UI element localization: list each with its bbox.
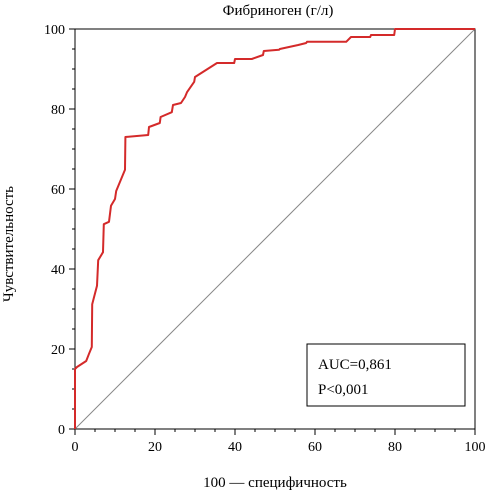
x-tick-label: 0 — [72, 440, 79, 455]
x-tick-label: 40 — [228, 440, 242, 455]
chart-title: Фибриноген (г/л) — [223, 3, 334, 19]
y-tick-label: 0 — [58, 423, 65, 438]
roc-curve-line — [74, 28, 475, 429]
y-tick-label: 100 — [44, 23, 65, 38]
annotation-frame — [306, 343, 466, 407]
reference-diagonal-line — [74, 28, 476, 430]
auc-label: AUC=0,861 — [318, 357, 392, 373]
y-tick-label: 80 — [51, 103, 65, 118]
y-axis-label: Чувствительность — [1, 186, 17, 302]
x-tick-label: 100 — [465, 440, 486, 455]
axis-ticks — [69, 28, 476, 435]
x-tick-label: 60 — [308, 440, 322, 455]
y-tick-label: 60 — [51, 183, 65, 198]
x-tick-label: 20 — [148, 440, 162, 455]
x-axis-label: 100 — специфичность — [203, 475, 347, 491]
p-value-label: P<0,001 — [318, 382, 369, 398]
y-tick-label: 20 — [51, 343, 65, 358]
tick-labels: 0 20 40 60 80 100 0 20 40 60 80 100 — [44, 23, 486, 455]
y-tick-label: 40 — [51, 263, 65, 278]
stats-annotation-box: AUC=0,861 P<0,001 — [306, 343, 466, 407]
series-layer — [74, 28, 476, 430]
x-tick-label: 80 — [388, 440, 402, 455]
